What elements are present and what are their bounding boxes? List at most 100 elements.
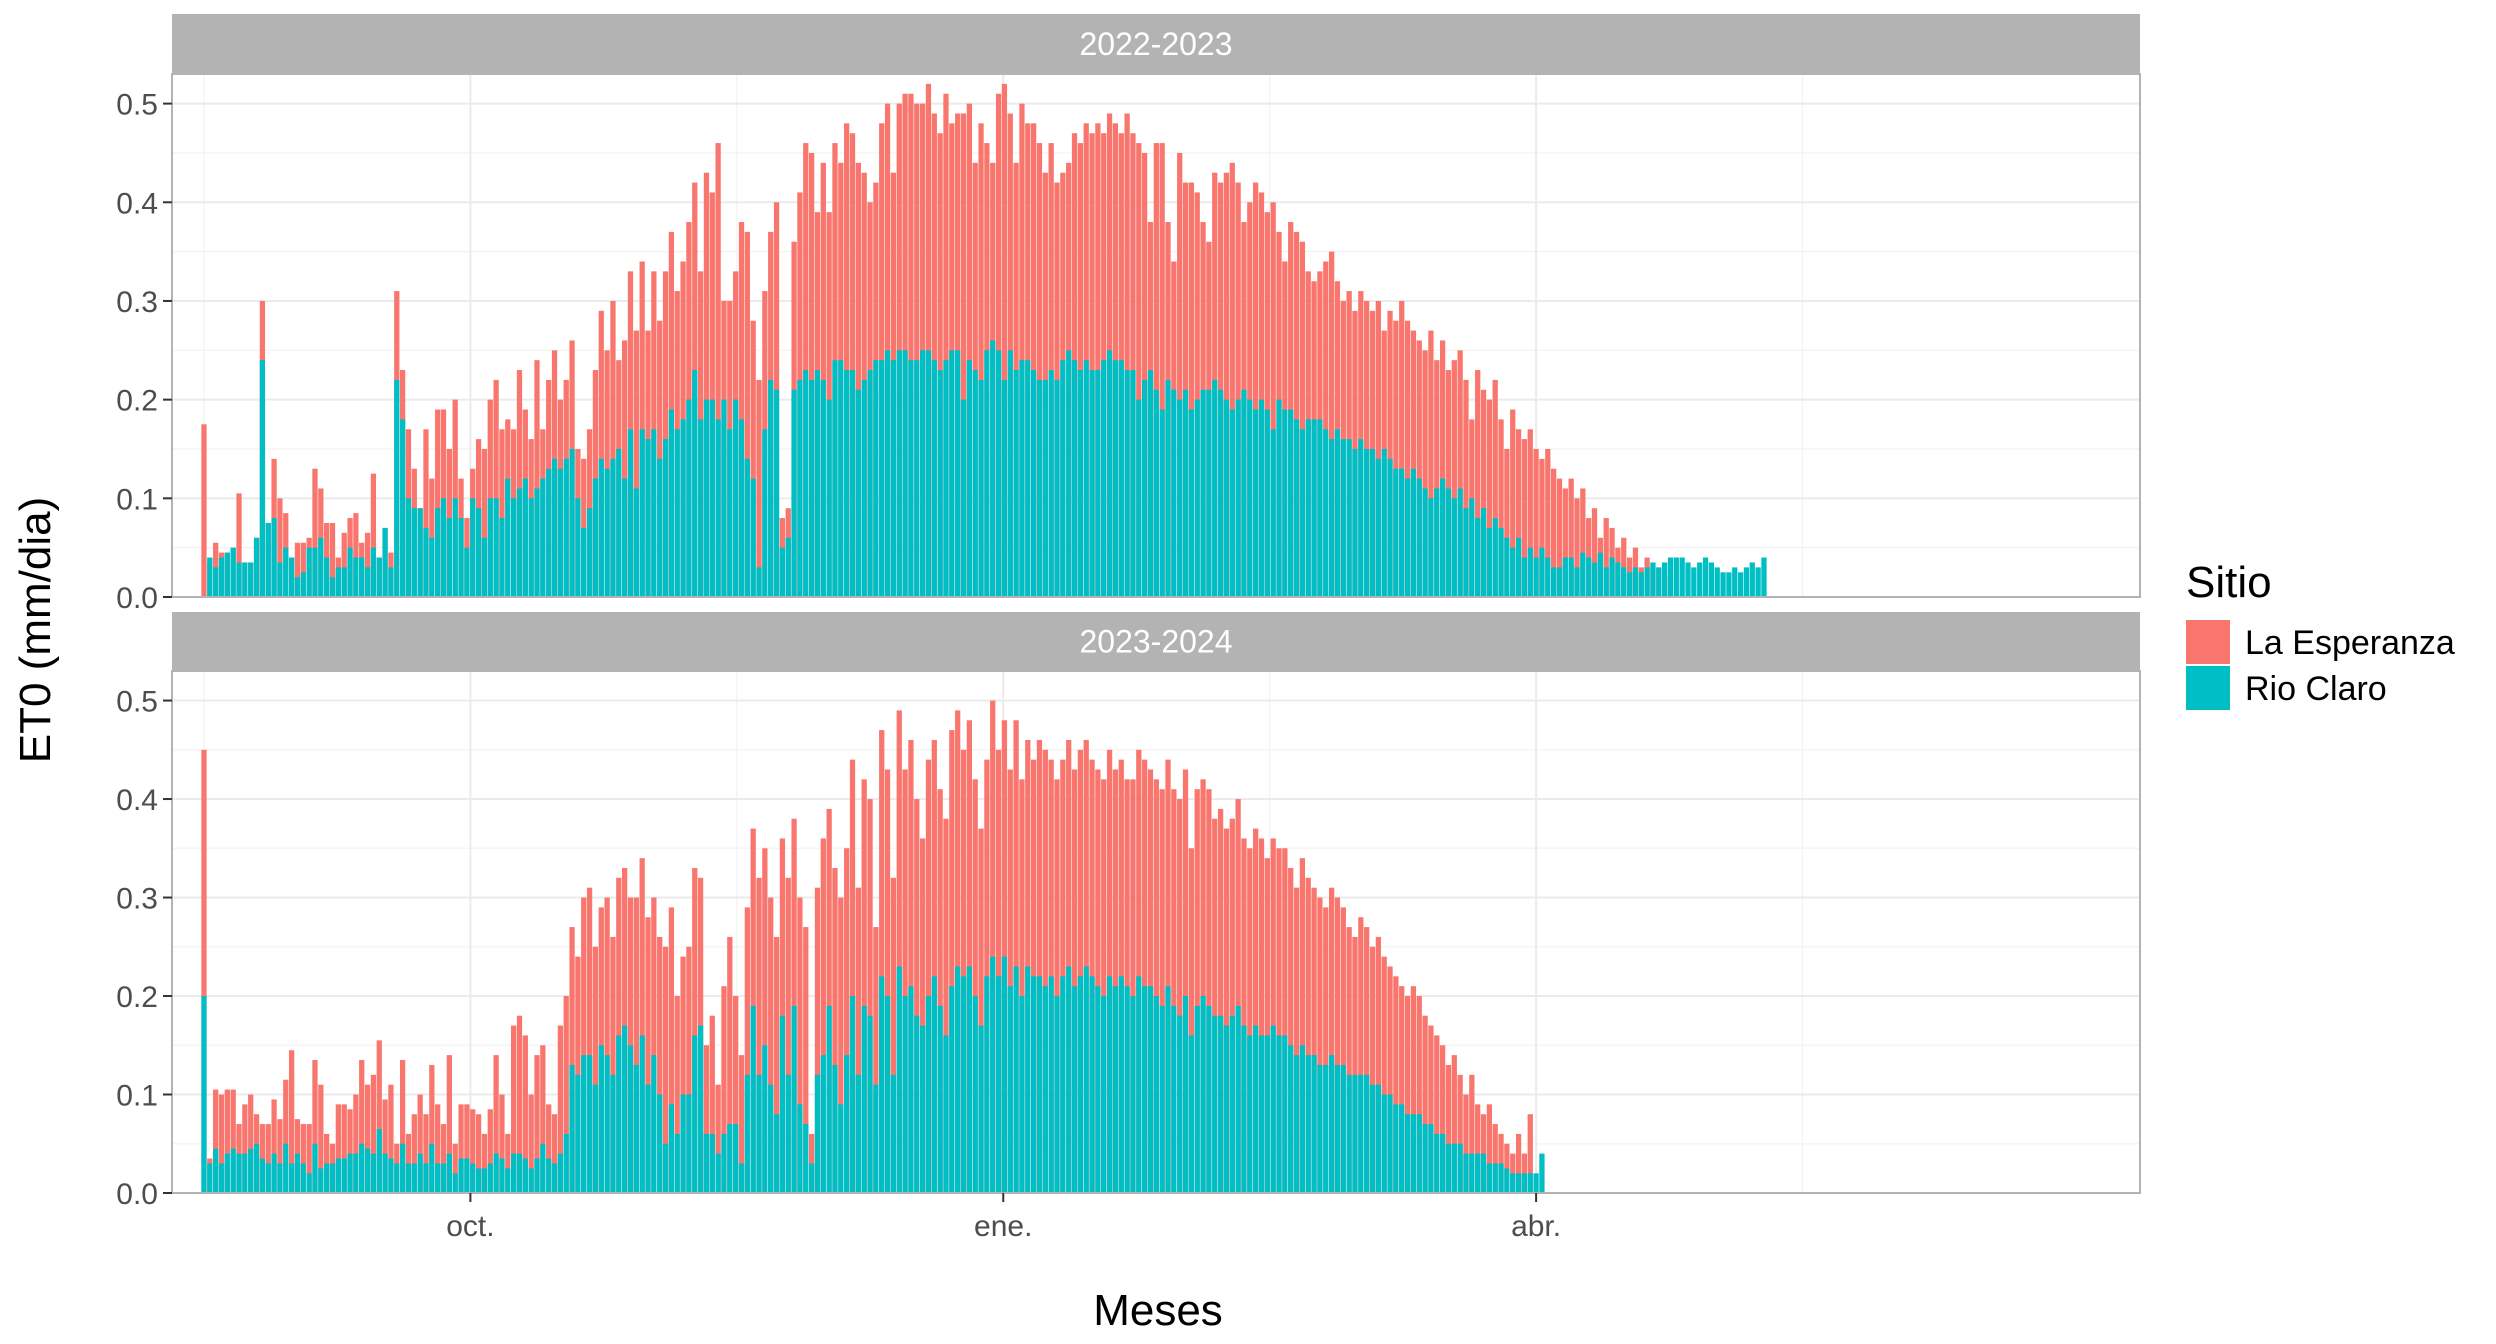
bar	[1182, 769, 1189, 1193]
bar	[207, 557, 213, 597]
bar	[1334, 1064, 1341, 1193]
bar	[1036, 739, 1043, 1193]
bar	[1697, 562, 1703, 597]
bar	[955, 710, 961, 1193]
bar	[604, 897, 610, 1193]
bar	[844, 848, 850, 1193]
bar	[417, 1094, 423, 1193]
bar	[324, 557, 330, 597]
bar	[283, 1079, 289, 1193]
bar	[1305, 419, 1311, 597]
x-tick-label: oct.	[446, 1210, 494, 1243]
bar	[1551, 468, 1557, 597]
bar	[1714, 567, 1720, 597]
bar	[727, 429, 733, 597]
bar	[1404, 1114, 1411, 1193]
bar	[1515, 537, 1522, 597]
bar	[1025, 966, 1031, 1193]
bar	[1475, 518, 1481, 597]
bar	[1463, 508, 1469, 597]
bar	[1212, 379, 1218, 597]
bar	[639, 1035, 645, 1193]
bar	[1235, 399, 1241, 597]
bar	[1521, 557, 1528, 597]
bar	[1048, 976, 1054, 1193]
bar	[960, 113, 967, 597]
bar	[1258, 399, 1265, 597]
bar	[516, 370, 523, 597]
bar	[581, 1055, 587, 1193]
bar	[738, 1055, 745, 1193]
bar	[1031, 123, 1037, 597]
bar	[283, 1143, 289, 1193]
bar	[931, 976, 937, 1193]
bar	[1375, 458, 1381, 597]
bar	[943, 1035, 949, 1193]
bar	[528, 1168, 534, 1193]
bar	[1165, 986, 1171, 1193]
bar	[721, 986, 727, 1193]
bar	[230, 1148, 236, 1193]
bar	[1323, 907, 1329, 1193]
bar	[826, 399, 832, 597]
bar	[814, 370, 821, 597]
bar	[1054, 996, 1060, 1193]
bar	[511, 1025, 517, 1193]
bar	[487, 1163, 493, 1193]
bar	[370, 1153, 377, 1193]
bar	[1638, 572, 1644, 597]
bar	[844, 1055, 850, 1193]
bar	[1025, 123, 1031, 597]
bar	[1212, 818, 1218, 1193]
legend-swatch	[2186, 620, 2230, 664]
bar	[1136, 749, 1142, 1193]
bar	[277, 562, 283, 597]
bar	[1270, 838, 1276, 1193]
bar	[1276, 1035, 1282, 1193]
bar	[1071, 360, 1078, 597]
bar	[721, 399, 727, 597]
bar	[692, 867, 698, 1193]
bar	[493, 498, 499, 597]
bar	[1194, 399, 1200, 597]
bar	[1364, 448, 1370, 597]
bar	[1486, 527, 1492, 597]
bar	[1492, 1163, 1498, 1193]
bar	[370, 1074, 377, 1193]
bar	[493, 1153, 499, 1193]
bar	[803, 927, 809, 1193]
bar	[773, 389, 780, 597]
bar	[312, 468, 318, 597]
bar	[288, 1163, 295, 1193]
bar	[838, 360, 844, 597]
bar	[1434, 1133, 1440, 1193]
bar	[411, 1114, 417, 1193]
bar	[540, 478, 546, 597]
bar	[943, 93, 949, 598]
bar	[1317, 419, 1323, 597]
bar	[686, 1094, 692, 1193]
bar	[680, 1094, 686, 1193]
bar	[738, 222, 745, 597]
bar	[820, 379, 826, 597]
bar	[1253, 1025, 1259, 1193]
bar	[417, 508, 423, 597]
bar	[1106, 976, 1113, 1193]
bar	[1749, 562, 1755, 597]
bar	[1615, 562, 1621, 597]
bar	[1439, 1133, 1446, 1193]
bar	[312, 1143, 318, 1193]
bar	[394, 379, 400, 597]
bar	[768, 379, 774, 597]
bar	[808, 152, 815, 597]
y-axis-title: ET0 (mm/dia)	[11, 497, 60, 763]
bar	[873, 927, 879, 1193]
bar	[744, 907, 750, 1193]
bar	[1381, 1094, 1387, 1193]
bar	[1124, 370, 1130, 597]
bar	[1019, 360, 1025, 597]
bar	[452, 498, 458, 597]
bar	[435, 1163, 441, 1193]
bar	[1673, 557, 1679, 597]
bar	[949, 350, 955, 597]
